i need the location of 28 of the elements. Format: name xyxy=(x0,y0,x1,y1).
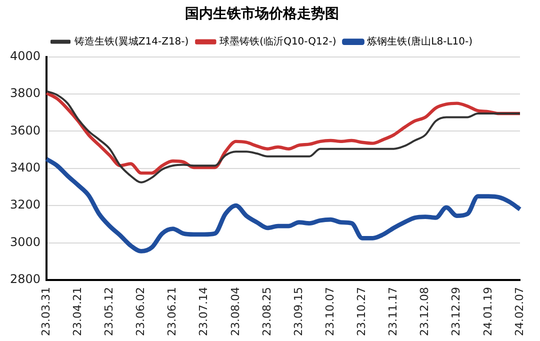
legend-label: 铸造生铁(翼城Z14-Z18-) xyxy=(74,35,189,48)
x-tick-label: 23.08.04 xyxy=(228,287,242,336)
line-series xyxy=(44,156,522,254)
x-tick-label: 23.10.07 xyxy=(323,287,336,336)
x-tick-label: 23.11.17 xyxy=(386,287,400,336)
y-tick-label: 3400 xyxy=(10,160,41,175)
x-tick-label: 23.05.12 xyxy=(102,287,116,336)
x-tick-label: 23.08.25 xyxy=(260,287,274,336)
y-tick-label: 4000 xyxy=(10,48,41,63)
y-tick-label: 3200 xyxy=(10,198,41,212)
x-tick-label: 24.02.07 xyxy=(512,287,526,336)
x-tick-label: 23.06.21 xyxy=(166,287,179,336)
x-tick-label: 23.03.31 xyxy=(39,287,52,336)
y-tick-label: 3800 xyxy=(10,86,41,100)
x-tick-label: 23.12.29 xyxy=(450,287,463,336)
x-tick-label: 23.07.14 xyxy=(197,287,210,336)
x-tick-label: 23.04.21 xyxy=(70,287,84,336)
x-tick-label: 23.12.08 xyxy=(418,287,432,336)
x-tick-label: 23.09.15 xyxy=(292,287,305,336)
legend-label: 球墨铸铁(临沂Q10-Q12-) xyxy=(220,35,336,48)
x-tick-label: 24.01.19 xyxy=(481,287,494,336)
y-tick-label: 3600 xyxy=(10,123,41,138)
x-tick-label: 23.10.27 xyxy=(355,287,368,336)
x-tick-label: 23.06.02 xyxy=(134,287,148,336)
legend-label: 炼钢生铁(唐山L8-L10-) xyxy=(367,35,473,48)
y-tick-label: 2800 xyxy=(10,272,41,286)
chart-title: 国内生铁市场价格走势图 xyxy=(185,5,339,22)
y-tick-label: 3000 xyxy=(10,234,41,249)
